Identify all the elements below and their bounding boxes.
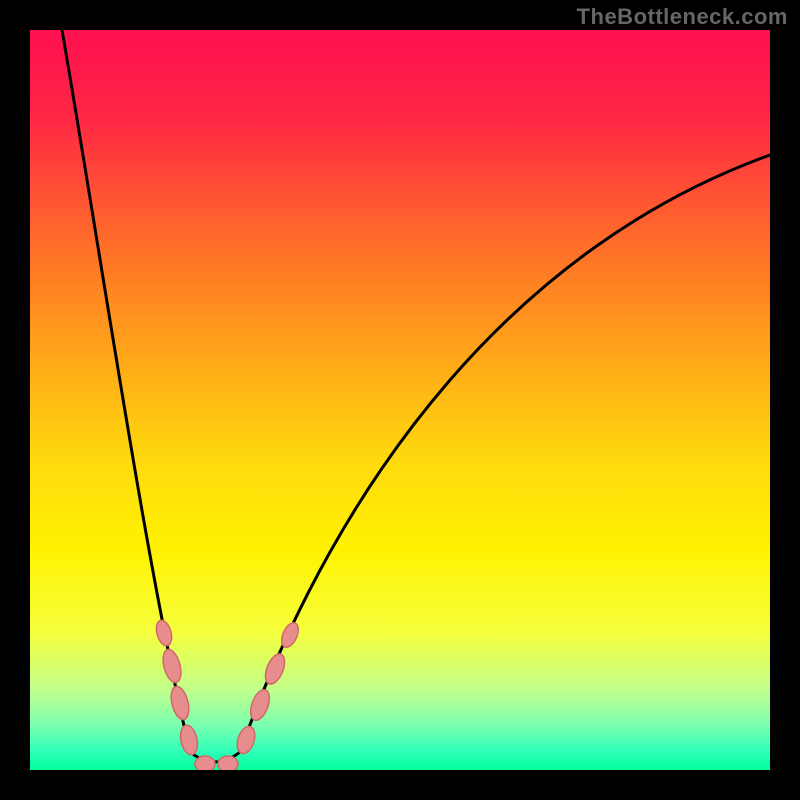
- chart-svg: [0, 0, 800, 800]
- watermark-text: TheBottleneck.com: [577, 4, 788, 30]
- gradient-background: [30, 30, 770, 770]
- curve-marker: [218, 756, 238, 772]
- curve-marker: [195, 756, 215, 772]
- chart-canvas: TheBottleneck.com: [0, 0, 800, 800]
